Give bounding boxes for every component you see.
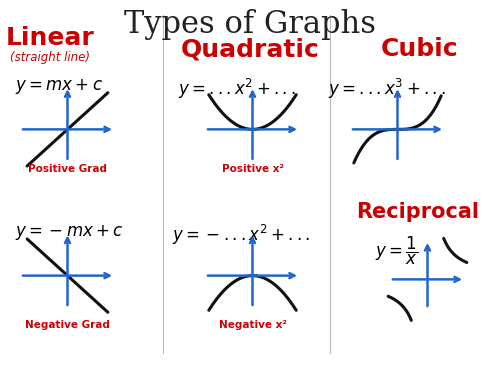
Text: Negative x²: Negative x²	[218, 320, 286, 330]
Text: Linear: Linear	[6, 26, 94, 50]
Text: Negative Grad: Negative Grad	[25, 320, 110, 330]
Text: Positive Grad: Positive Grad	[28, 164, 107, 174]
Text: $y = ...x^3 + ...$: $y = ...x^3 + ...$	[328, 77, 446, 101]
Text: Types of Graphs: Types of Graphs	[124, 9, 376, 40]
Text: $y = mx + c$: $y = mx + c$	[15, 77, 103, 96]
Text: Quadratic: Quadratic	[180, 38, 320, 62]
Text: $y = \dfrac{1}{x}$: $y = \dfrac{1}{x}$	[375, 234, 418, 267]
Text: Cubic: Cubic	[381, 38, 459, 62]
Text: $y = -...x^2 + ...$: $y = -...x^2 + ...$	[172, 223, 310, 247]
Text: $y = -mx + c$: $y = -mx + c$	[15, 223, 124, 242]
Text: Reciprocal: Reciprocal	[356, 202, 479, 222]
Text: (straight line): (straight line)	[10, 51, 90, 64]
Text: Positive x²: Positive x²	[222, 164, 284, 174]
Text: $y = ...x^2 + ...$: $y = ...x^2 + ...$	[178, 77, 296, 101]
